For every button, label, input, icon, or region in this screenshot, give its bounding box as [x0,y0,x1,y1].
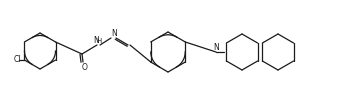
Text: H: H [96,38,102,44]
Text: O: O [82,63,88,71]
Text: N: N [213,43,219,52]
Text: N: N [93,36,99,44]
Text: N: N [111,29,117,37]
Text: Cl: Cl [14,54,21,64]
